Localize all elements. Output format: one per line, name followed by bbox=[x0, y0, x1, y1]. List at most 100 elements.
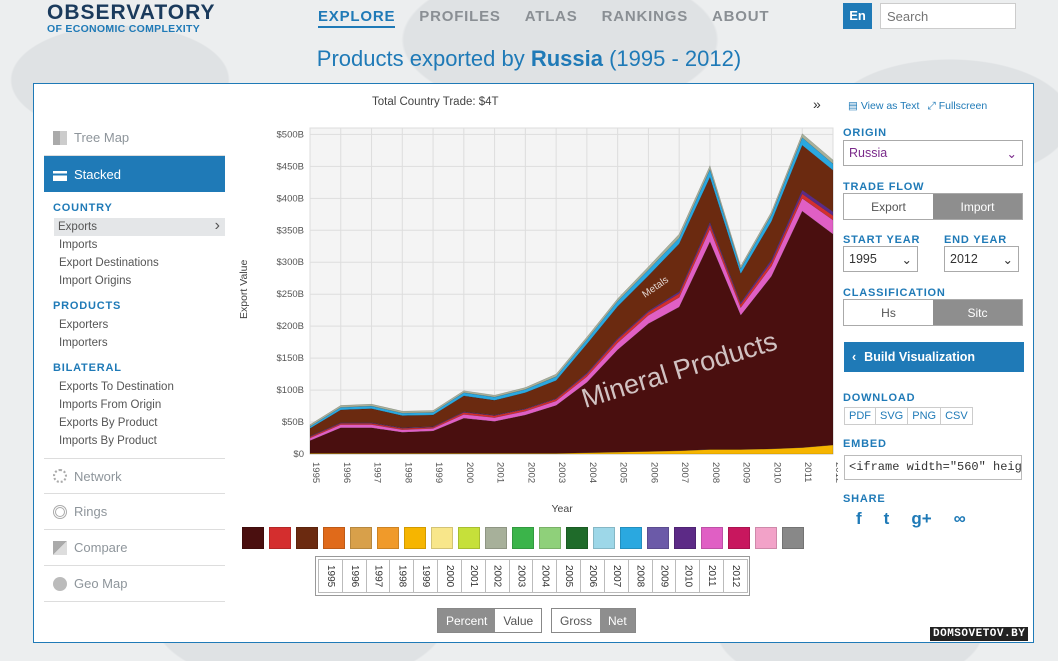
build-visualization-button[interactable]: ‹ Build Visualization bbox=[844, 342, 1024, 372]
menu-imports-from-origin[interactable]: Imports From Origin bbox=[59, 399, 162, 411]
menu-import-origins[interactable]: Import Origins bbox=[59, 275, 132, 287]
category-icon[interactable] bbox=[431, 527, 453, 549]
nav-profiles[interactable]: PROFILES bbox=[419, 8, 501, 25]
nav-explore[interactable]: EXPLORE bbox=[318, 8, 396, 28]
logo[interactable]: OBSERVATORY OF ECONOMIC COMPLEXITY bbox=[47, 2, 216, 35]
year-toggle[interactable]: 2006 bbox=[580, 559, 605, 593]
facebook-icon[interactable]: f bbox=[856, 509, 862, 528]
menu-exports-by-product[interactable]: Exports By Product bbox=[59, 417, 158, 429]
category-icon[interactable] bbox=[296, 527, 318, 549]
category-icon[interactable] bbox=[458, 527, 480, 549]
year-toggle[interactable]: 1998 bbox=[389, 559, 415, 593]
origin-select[interactable]: Russia ⌄ bbox=[843, 140, 1023, 166]
search-input[interactable] bbox=[880, 3, 1016, 29]
category-icon[interactable] bbox=[377, 527, 399, 549]
png-button[interactable]: PNG bbox=[908, 408, 942, 424]
view-as-text-link[interactable]: ▤ View as Text bbox=[848, 100, 920, 112]
area-series[interactable] bbox=[309, 210, 834, 454]
end-year-label: END YEAR bbox=[944, 230, 1007, 248]
category-icon[interactable] bbox=[350, 527, 372, 549]
category-icon[interactable] bbox=[701, 527, 723, 549]
category-icon[interactable] bbox=[323, 527, 345, 549]
twitter-icon[interactable]: t bbox=[883, 509, 890, 528]
year-toggle[interactable]: 2012 bbox=[723, 559, 748, 593]
vis-geo-map[interactable]: Geo Map bbox=[44, 566, 225, 602]
value-button[interactable]: Value bbox=[503, 613, 534, 628]
category-icon[interactable] bbox=[512, 527, 534, 549]
year-toggle[interactable]: 2000 bbox=[437, 559, 462, 593]
hs-button[interactable]: Hs bbox=[881, 305, 896, 320]
menu-exports[interactable]: Exports bbox=[54, 217, 225, 236]
nav-about[interactable]: ABOUT bbox=[712, 8, 770, 25]
year-toggle[interactable]: 2003 bbox=[508, 559, 534, 593]
net-button[interactable]: Net bbox=[600, 609, 635, 632]
import-button[interactable]: Import bbox=[933, 194, 1022, 219]
menu-importers[interactable]: Importers bbox=[59, 337, 108, 349]
start-year-select[interactable]: 1995 ⌄ bbox=[843, 246, 918, 272]
percent-button[interactable]: Percent bbox=[438, 609, 496, 632]
language-button[interactable]: En bbox=[843, 3, 872, 29]
menu-exports-to-destination[interactable]: Exports To Destination bbox=[59, 381, 174, 393]
title-country[interactable]: Russia bbox=[530, 46, 603, 71]
vis-stacked[interactable]: Stacked bbox=[44, 156, 225, 192]
y-tick-label: $150B bbox=[277, 353, 304, 364]
nav-atlas[interactable]: ATLAS bbox=[524, 8, 578, 25]
year-toggle[interactable]: 1995 bbox=[318, 559, 343, 593]
year-toggle[interactable]: 2002 bbox=[484, 559, 510, 593]
menu-export-destinations[interactable]: Export Destinations bbox=[59, 257, 159, 269]
csv-button[interactable]: CSV bbox=[945, 410, 968, 422]
area-series[interactable] bbox=[309, 189, 834, 438]
area-series[interactable] bbox=[309, 137, 834, 429]
category-icon[interactable] bbox=[566, 527, 588, 549]
category-icon[interactable] bbox=[620, 527, 642, 549]
pdf-button[interactable]: PDF bbox=[845, 408, 876, 424]
menu-imports-by-product[interactable]: Imports By Product bbox=[59, 435, 157, 447]
category-icon[interactable] bbox=[755, 527, 777, 549]
fullscreen-link[interactable]: ⤢ Fullscreen bbox=[927, 100, 988, 112]
google-plus-icon[interactable]: g+ bbox=[911, 509, 932, 528]
embed-field[interactable]: <iframe width="560" height bbox=[844, 455, 1022, 480]
category-icon[interactable] bbox=[782, 527, 804, 549]
year-toggle[interactable]: 2011 bbox=[699, 559, 725, 593]
menu-exporters[interactable]: Exporters bbox=[59, 319, 109, 331]
year-toggle[interactable]: 2001 bbox=[460, 559, 486, 593]
vis-network[interactable]: Network bbox=[44, 458, 225, 494]
area-series[interactable] bbox=[309, 133, 834, 427]
year-toggle[interactable]: 2009 bbox=[651, 559, 677, 593]
sitc-button[interactable]: Sitc bbox=[933, 300, 1022, 325]
category-icon[interactable] bbox=[269, 527, 291, 549]
year-toggle[interactable]: 1997 bbox=[365, 559, 391, 593]
category-icon[interactable] bbox=[728, 527, 750, 549]
category-icon[interactable] bbox=[404, 527, 426, 549]
year-toggle[interactable]: 2010 bbox=[675, 559, 701, 593]
year-toggle[interactable]: 2004 bbox=[532, 559, 558, 593]
end-year-label-text: END YEAR bbox=[944, 234, 1008, 246]
gross-button[interactable]: Gross bbox=[560, 613, 593, 628]
category-icon[interactable] bbox=[593, 527, 615, 549]
year-toggle[interactable]: 2008 bbox=[627, 559, 653, 593]
x-tick-label: 2010 bbox=[771, 462, 782, 483]
export-button[interactable]: Export bbox=[871, 199, 906, 214]
category-icon[interactable] bbox=[674, 527, 696, 549]
year-toggle[interactable]: 1999 bbox=[413, 559, 439, 593]
year-toggle[interactable]: 2005 bbox=[556, 559, 582, 593]
category-icon[interactable] bbox=[485, 527, 507, 549]
area-series[interactable] bbox=[309, 444, 834, 455]
area-series[interactable] bbox=[309, 197, 834, 441]
menu-imports[interactable]: Imports bbox=[59, 239, 98, 251]
x-tick-label: 2008 bbox=[710, 462, 721, 483]
category-icon[interactable] bbox=[539, 527, 561, 549]
category-icon[interactable] bbox=[242, 527, 264, 549]
vis-rings[interactable]: Rings bbox=[44, 494, 225, 530]
vis-tree-map[interactable]: Tree Map bbox=[44, 120, 225, 156]
link-icon[interactable]: ∞ bbox=[953, 509, 966, 528]
year-toggle[interactable]: 1996 bbox=[341, 559, 367, 593]
vis-compare[interactable]: Compare bbox=[44, 530, 225, 566]
area-series[interactable] bbox=[309, 144, 834, 437]
nav-rankings[interactable]: RANKINGS bbox=[601, 8, 689, 25]
end-year-select[interactable]: 2012 ⌄ bbox=[944, 246, 1019, 272]
collapse-icon[interactable]: » bbox=[813, 96, 821, 112]
year-toggle[interactable]: 2007 bbox=[603, 559, 629, 593]
svg-button[interactable]: SVG bbox=[876, 408, 909, 424]
category-icon[interactable] bbox=[647, 527, 669, 549]
